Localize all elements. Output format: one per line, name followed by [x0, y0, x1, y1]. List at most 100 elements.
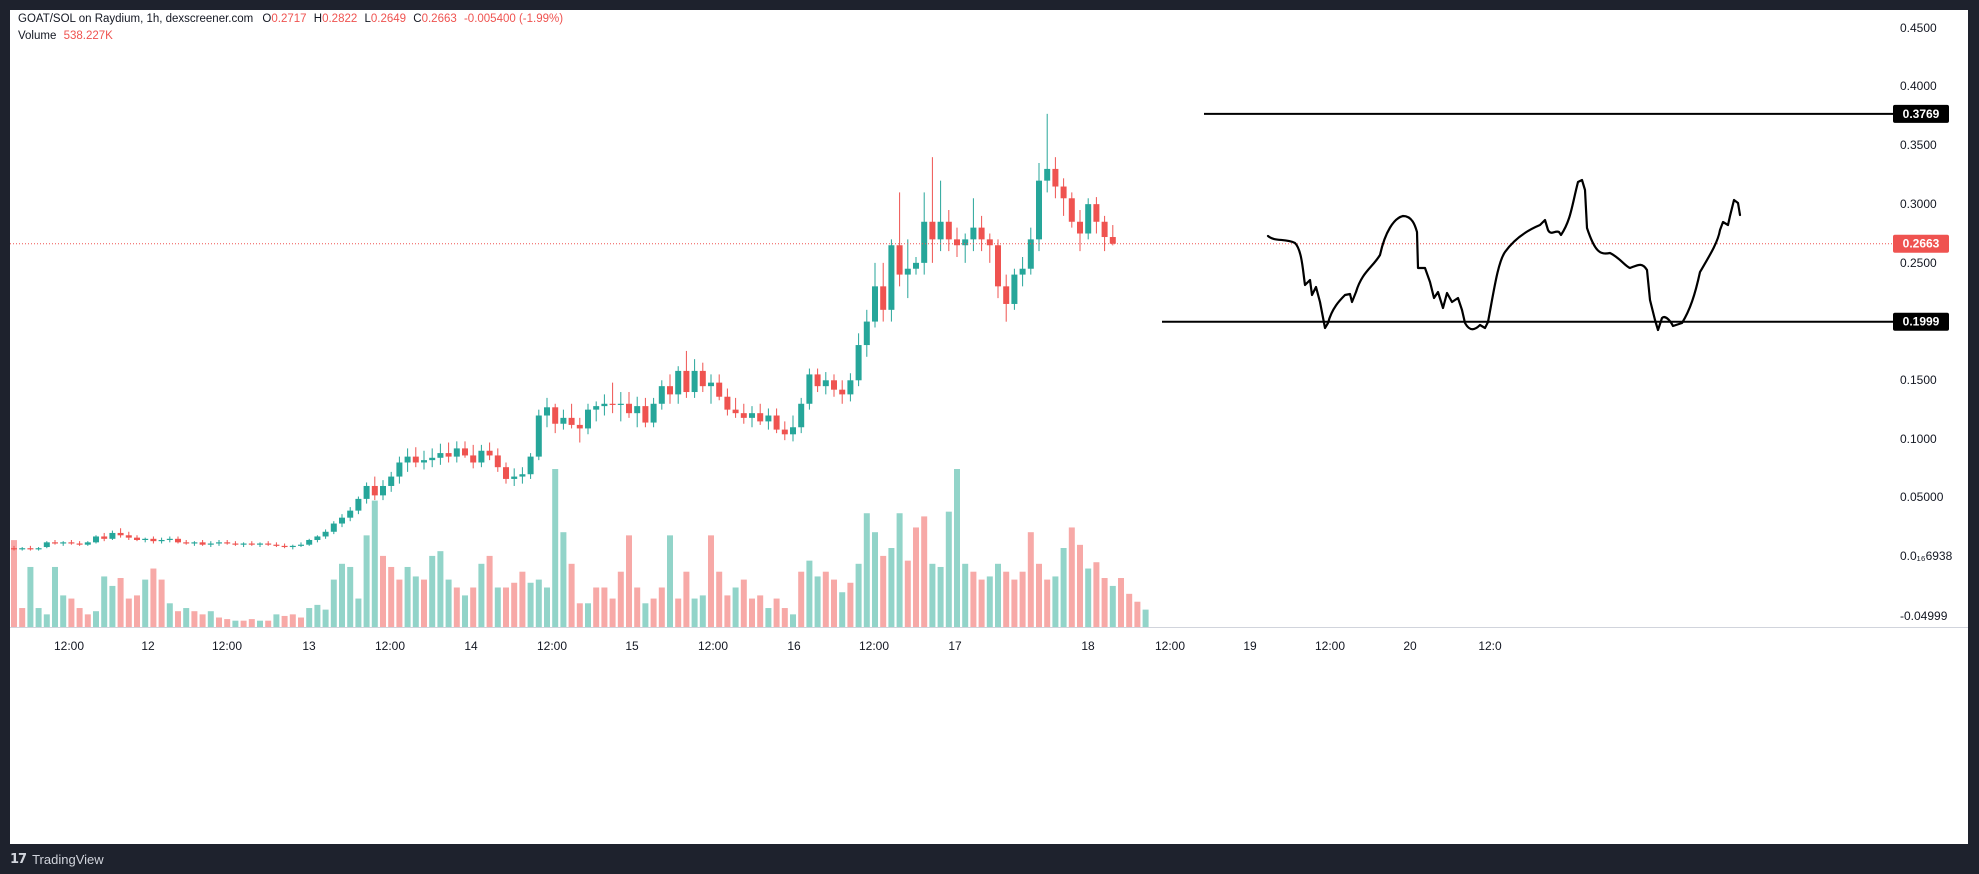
candle-body: [872, 286, 878, 322]
candle-body: [76, 543, 83, 545]
level-price-badge: 0.3769: [1903, 107, 1940, 121]
candle-body: [642, 406, 649, 423]
volume-bar: [626, 535, 632, 627]
volume-bar: [1027, 532, 1034, 627]
volume-legend: Volume 538.227K: [18, 30, 113, 42]
volume-bar: [1142, 609, 1149, 627]
candle-body: [781, 429, 788, 435]
volume-bar: [1060, 548, 1067, 627]
candle-body: [306, 539, 313, 545]
price-chart[interactable]: 0.4500 0.4000 0.3500 0.3000 0.2500 0.1500 0.10…: [10, 10, 1968, 844]
candle-body: [183, 542, 190, 544]
volume-bar: [970, 571, 977, 627]
volume-bar: [962, 563, 969, 627]
volume-bar: [978, 579, 985, 627]
volume-bar: [1068, 527, 1075, 627]
volume-bar: [847, 582, 854, 627]
candle-body: [773, 415, 780, 430]
candle-body: [380, 485, 386, 496]
x-axis-tick-label: 12:00: [1155, 639, 1185, 653]
volume-bar: [273, 614, 280, 627]
candle-body: [191, 542, 198, 544]
volume-bar: [945, 511, 952, 627]
candle-body: [634, 406, 641, 414]
candle-body: [691, 370, 698, 393]
candle-body: [462, 448, 468, 456]
chart-pane[interactable]: 0.4500 0.4000 0.3500 0.3000 0.2500 0.1500 0.10…: [10, 10, 1968, 844]
volume-bar: [593, 587, 600, 627]
candle-body: [847, 380, 854, 395]
candle-body: [995, 245, 1001, 287]
volume-bar: [486, 555, 493, 627]
candle-body: [478, 450, 485, 463]
x-axis-tick-label: 12:00: [537, 639, 567, 653]
x-axis-tick-label: 16: [787, 639, 801, 653]
candle-body: [1027, 239, 1034, 269]
candle-body: [945, 221, 952, 240]
candle-body: [437, 453, 444, 458]
candle-body: [667, 386, 673, 395]
candle-body: [831, 380, 837, 390]
volume-bar: [773, 598, 780, 627]
volume-bar: [765, 608, 772, 627]
volume-bar: [732, 587, 739, 627]
change-value: -0.005400 (-1.99%): [463, 13, 564, 25]
volume-bar: [790, 614, 796, 627]
candle-body: [445, 453, 452, 457]
volume-bar: [708, 535, 714, 627]
volume-bar: [396, 579, 403, 627]
volume-bar: [421, 579, 427, 627]
candle-body: [101, 536, 108, 539]
candle-body: [790, 427, 796, 435]
volume-bar: [84, 614, 91, 627]
candle-body: [1060, 186, 1067, 199]
volume-bar: [1077, 544, 1083, 627]
volume-bar: [93, 611, 99, 627]
volume-bar: [1109, 585, 1116, 627]
candle-body: [675, 370, 682, 395]
candle-body: [757, 413, 764, 422]
candle-body: [125, 535, 132, 538]
y-axis-tick-label: 0.1500: [1900, 373, 1937, 387]
candle-body: [732, 409, 739, 414]
candle-body: [724, 396, 731, 410]
candle-body: [1011, 274, 1018, 304]
candle-body: [150, 538, 157, 542]
volume-bar: [781, 608, 788, 627]
volume-bar: [822, 571, 829, 627]
candle-body: [806, 374, 813, 404]
x-axis-tick-label: 12:00: [859, 639, 889, 653]
volume-bar: [568, 563, 575, 627]
candle-body: [683, 370, 690, 393]
candle-body: [716, 382, 723, 397]
x-axis-tick-label: 12:00: [54, 639, 84, 653]
candle-body: [134, 537, 140, 540]
volume-bar: [363, 535, 370, 627]
tradingview-logo-icon: 17: [10, 851, 27, 867]
volume-bar: [888, 548, 895, 627]
candle-body: [535, 415, 542, 457]
candle-body: [626, 403, 632, 414]
volume-bar: [52, 566, 58, 627]
level-price-badge-bg: [1893, 312, 1949, 331]
candle-body: [396, 462, 403, 477]
candle-body: [175, 538, 181, 543]
volume-bar: [995, 563, 1001, 627]
candle-body: [470, 455, 477, 463]
volume-bar: [929, 563, 936, 627]
candle-body: [1052, 168, 1059, 187]
volume-bar: [740, 579, 747, 627]
volume-bar: [199, 614, 206, 627]
candle-body: [421, 460, 427, 463]
volume-bar: [749, 598, 755, 627]
volume-bar: [1011, 579, 1018, 627]
volume-bar: [412, 576, 419, 627]
volume-bar: [240, 620, 247, 627]
x-axis-tick-label: 17: [948, 639, 962, 653]
footer-brand[interactable]: 17 TradingView: [10, 849, 104, 869]
volume-bar: [134, 595, 140, 627]
candle-body: [1044, 168, 1051, 181]
close-label: C: [413, 13, 422, 25]
volume-bar: [207, 611, 214, 627]
